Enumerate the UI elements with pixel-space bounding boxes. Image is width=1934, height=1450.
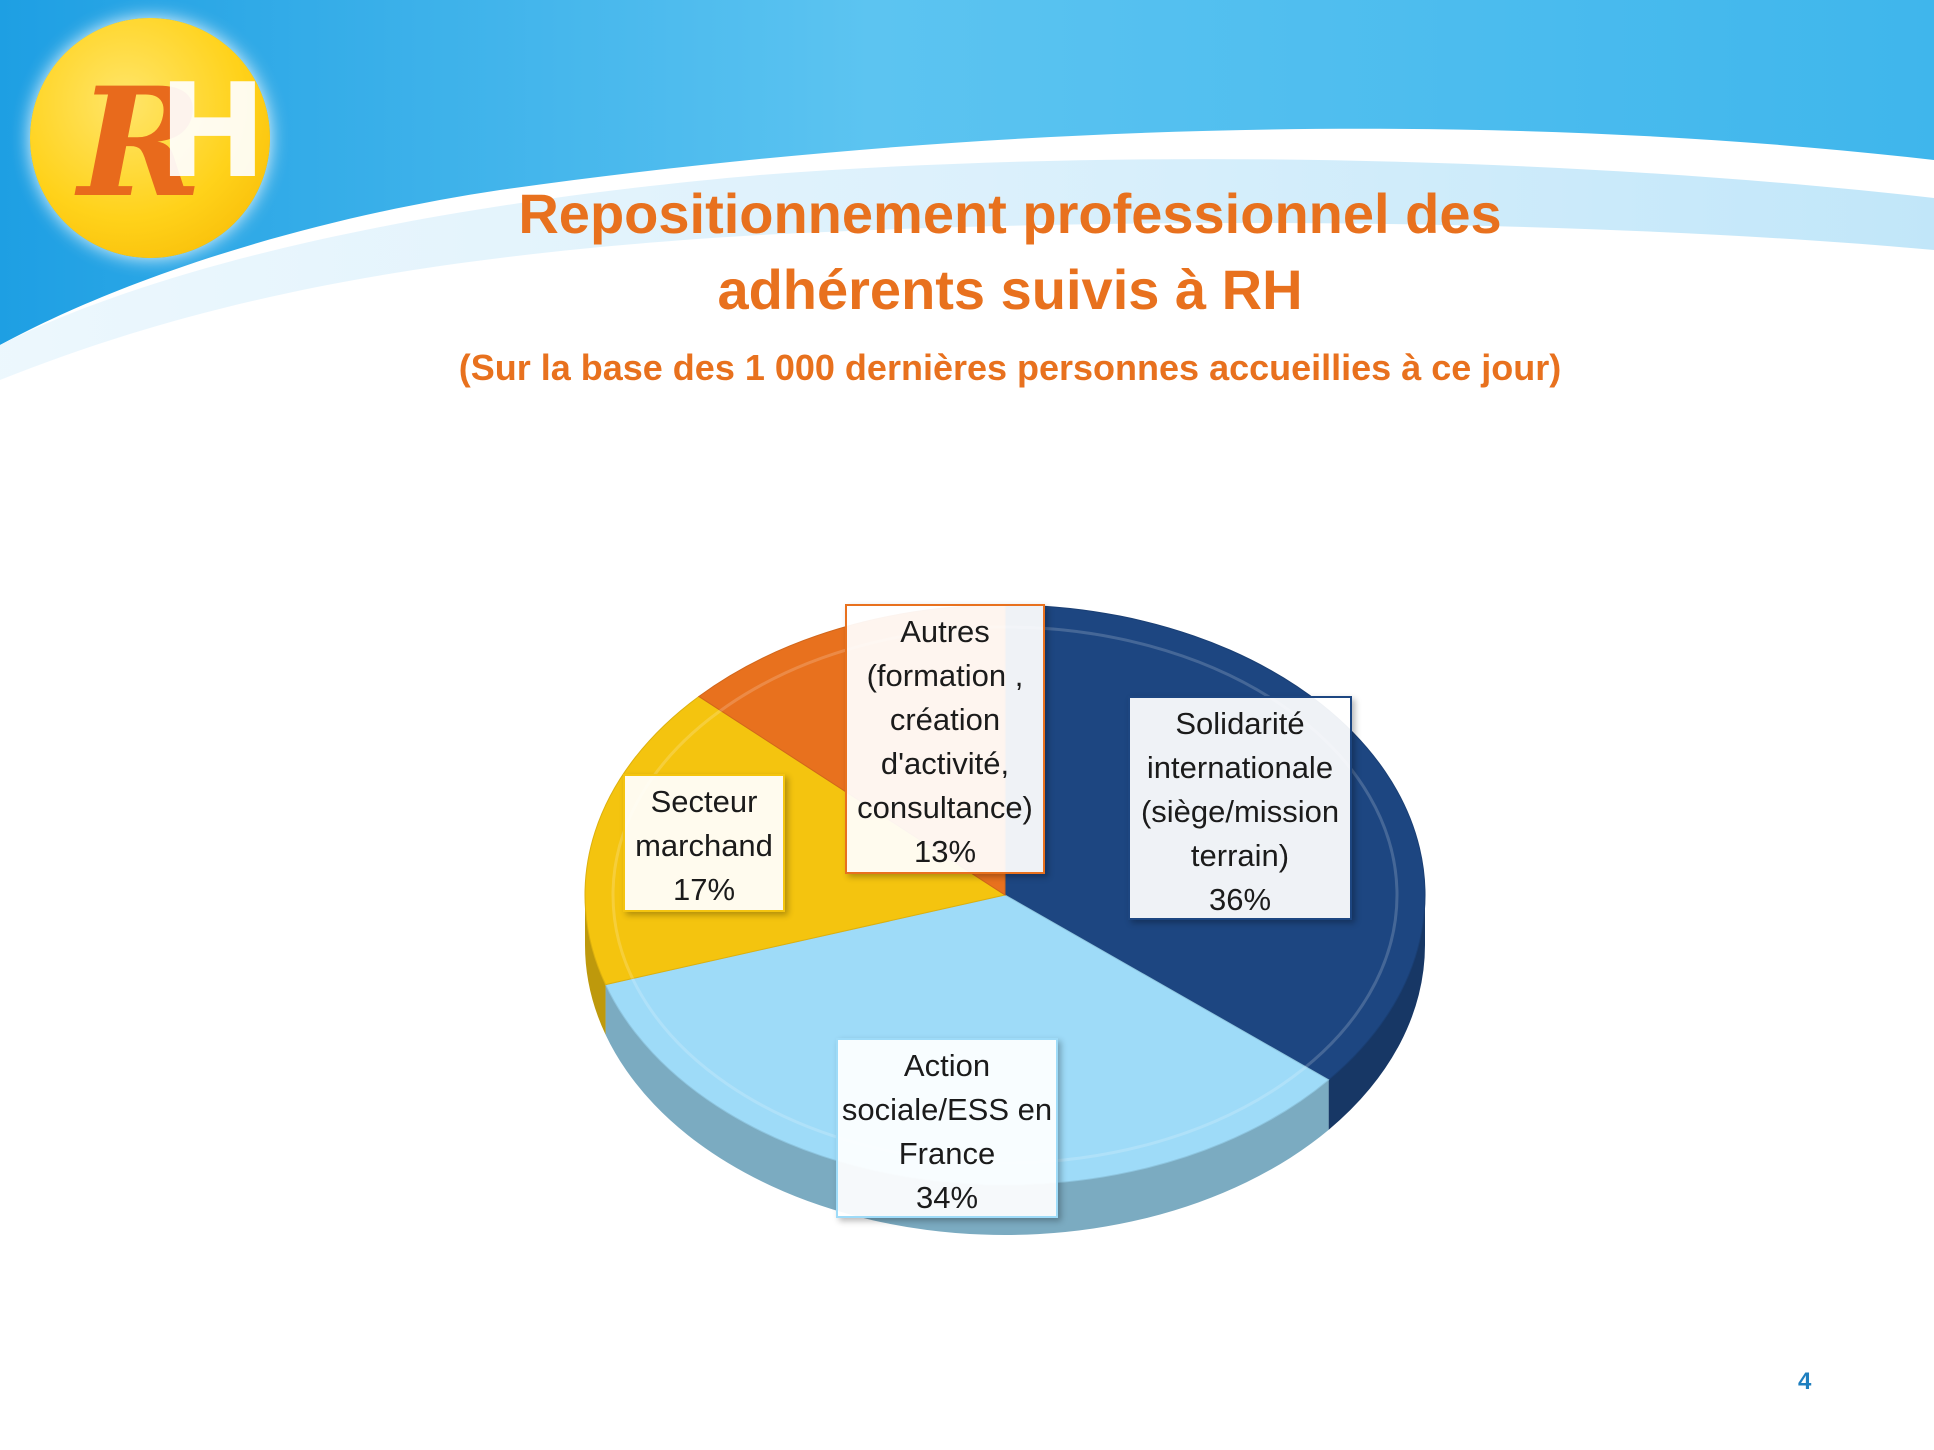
slice-label-text: (formation , xyxy=(866,658,1024,693)
pie-slice-side-2 xyxy=(585,895,606,1035)
slice-value-label: 34% xyxy=(915,1180,979,1215)
header-wave-dark xyxy=(0,0,1934,345)
slice-label-secteur: Secteur marchand 17% xyxy=(623,774,785,912)
pie-slice-side-1 xyxy=(605,984,1329,1236)
slice-label-action: Action sociale/ESS en France 34% xyxy=(836,1038,1058,1218)
slice-label-autres: Autres (formation , création d'activité,… xyxy=(845,604,1045,874)
slice-label-text: Solidarité xyxy=(1175,706,1305,741)
page-number: 4 xyxy=(1798,1368,1812,1395)
slice-label-text: Secteur xyxy=(650,784,758,819)
slice-value-label: 17% xyxy=(672,872,736,907)
slice-label-text: internationale xyxy=(1146,750,1334,785)
logo-letter-r: R xyxy=(78,55,203,231)
slice-label-text: marchand xyxy=(635,828,773,863)
slice-label-text: création xyxy=(889,702,1001,737)
rh-logo: R H xyxy=(30,18,270,258)
pie-slice-2 xyxy=(584,695,1007,986)
slice-label-text: (siège/mission xyxy=(1140,794,1340,829)
slice-label-text: consultance) xyxy=(857,790,1033,825)
title-line-2: adhérents suivis à RH xyxy=(717,258,1303,321)
slice-label-text: terrain) xyxy=(1190,838,1290,873)
logo-letter-h: H xyxy=(158,55,267,207)
slice-label-text: sociale/ESS en xyxy=(841,1092,1053,1127)
slice-label-text: d'activité, xyxy=(880,746,1010,781)
slice-value-label: 36% xyxy=(1208,882,1272,917)
slice-value-label: 13% xyxy=(913,834,977,869)
header-wave-light xyxy=(0,159,1934,380)
slice-label-solidarite: Solidarité internationale (siège/mission… xyxy=(1128,696,1352,920)
slice-label-text: Autres xyxy=(900,614,990,649)
pie-slice-side-0 xyxy=(1328,895,1425,1130)
subtitle: (Sur la base des 1 000 dernières personn… xyxy=(458,347,1562,388)
title-line-1: Repositionnement professionnel des xyxy=(518,182,1502,245)
slice-label-text: France xyxy=(898,1136,996,1171)
slice-label-text: Action xyxy=(903,1048,991,1083)
